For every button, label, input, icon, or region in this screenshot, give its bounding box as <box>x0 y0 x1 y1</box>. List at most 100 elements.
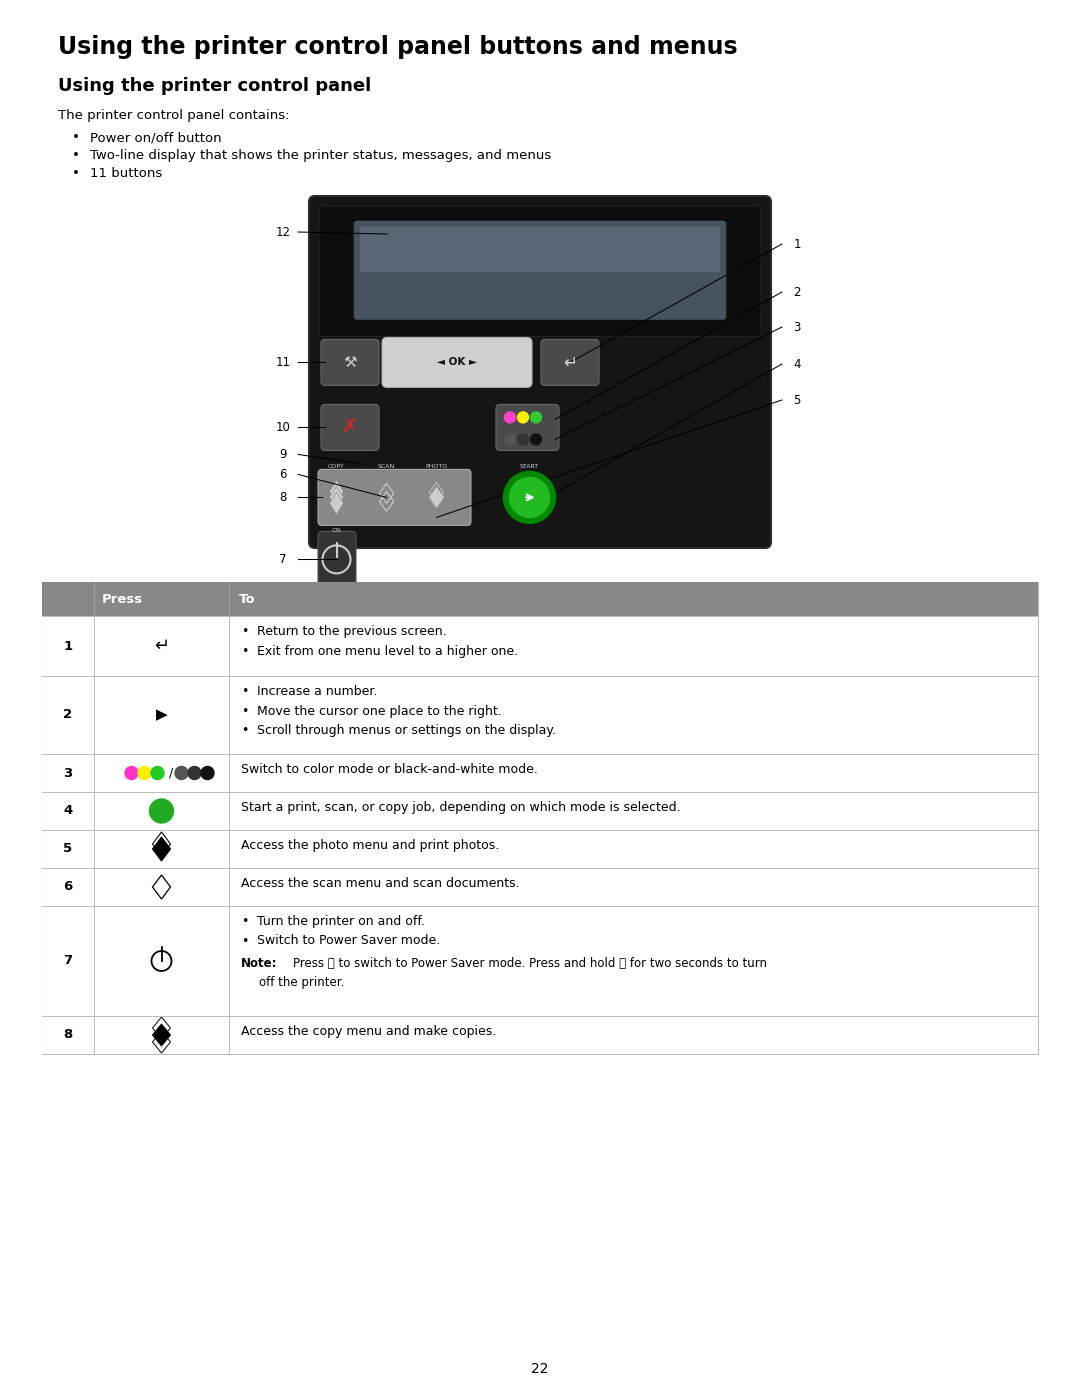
Text: 10: 10 <box>275 420 291 434</box>
FancyBboxPatch shape <box>354 221 726 320</box>
FancyBboxPatch shape <box>42 754 1038 792</box>
Text: Exit from one menu level to a higher one.: Exit from one menu level to a higher one… <box>257 644 518 658</box>
Circle shape <box>175 767 188 780</box>
Text: 7: 7 <box>280 553 287 566</box>
Text: SCAN: SCAN <box>378 464 395 469</box>
Text: ON: ON <box>332 528 341 534</box>
Text: •: • <box>241 724 248 738</box>
Text: Turn the printer on and off.: Turn the printer on and off. <box>257 915 426 928</box>
Text: 9: 9 <box>280 448 287 461</box>
Text: Press: Press <box>102 592 144 605</box>
Text: Access the scan menu and scan documents.: Access the scan menu and scan documents. <box>241 877 519 890</box>
FancyBboxPatch shape <box>321 404 379 450</box>
Text: •: • <box>241 935 248 947</box>
Text: 5: 5 <box>794 394 800 407</box>
Text: 7: 7 <box>64 954 72 968</box>
Text: •: • <box>241 624 248 638</box>
Text: Start a print, scan, or copy job, depending on which mode is selected.: Start a print, scan, or copy job, depend… <box>241 800 680 814</box>
Text: 8: 8 <box>280 490 286 504</box>
FancyBboxPatch shape <box>496 404 559 450</box>
Text: Move the cursor one place to the right.: Move the cursor one place to the right. <box>257 704 502 718</box>
Text: 12: 12 <box>275 225 291 239</box>
FancyBboxPatch shape <box>42 868 1038 907</box>
FancyBboxPatch shape <box>42 1016 1038 1053</box>
Text: /: / <box>170 767 174 780</box>
FancyBboxPatch shape <box>318 469 471 525</box>
Text: Switch to Power Saver mode.: Switch to Power Saver mode. <box>257 935 441 947</box>
Text: 2: 2 <box>793 285 800 299</box>
Circle shape <box>201 767 214 780</box>
Text: 11: 11 <box>275 356 291 369</box>
Text: 4: 4 <box>793 358 800 370</box>
Text: ↵: ↵ <box>563 353 577 372</box>
Polygon shape <box>152 837 171 861</box>
Text: 4: 4 <box>64 805 72 817</box>
Text: ⚒: ⚒ <box>343 355 356 370</box>
Text: Power on/off button: Power on/off button <box>90 131 221 144</box>
Text: 1: 1 <box>64 640 72 652</box>
FancyBboxPatch shape <box>42 830 1038 868</box>
Circle shape <box>504 412 515 423</box>
Polygon shape <box>329 486 343 509</box>
FancyBboxPatch shape <box>42 616 1038 676</box>
FancyBboxPatch shape <box>318 531 356 587</box>
Text: COPY: COPY <box>328 464 345 469</box>
Polygon shape <box>329 492 343 514</box>
FancyBboxPatch shape <box>42 676 1038 754</box>
Polygon shape <box>152 1024 171 1046</box>
Polygon shape <box>329 481 343 503</box>
Text: Scroll through menus or settings on the display.: Scroll through menus or settings on the … <box>257 724 556 738</box>
Text: Using the printer control panel: Using the printer control panel <box>58 77 372 95</box>
Text: ▶: ▶ <box>156 707 167 722</box>
Circle shape <box>125 767 138 780</box>
FancyBboxPatch shape <box>42 583 1038 616</box>
Polygon shape <box>430 488 444 507</box>
Text: 11 buttons: 11 buttons <box>90 168 162 180</box>
FancyBboxPatch shape <box>360 226 720 272</box>
Text: 8: 8 <box>64 1028 72 1042</box>
Text: To: To <box>239 592 256 605</box>
Circle shape <box>151 767 164 780</box>
Text: 3: 3 <box>64 767 72 780</box>
Text: •: • <box>241 915 248 928</box>
Text: Return to the previous screen.: Return to the previous screen. <box>257 624 447 638</box>
Circle shape <box>530 412 541 423</box>
Circle shape <box>503 471 555 524</box>
Text: 22: 22 <box>531 1362 549 1376</box>
Text: •: • <box>72 168 80 180</box>
Text: Using the printer control panel buttons and menus: Using the printer control panel buttons … <box>58 35 738 59</box>
Text: 3: 3 <box>794 320 800 334</box>
Text: •: • <box>241 644 248 658</box>
Text: ◄ OK ►: ◄ OK ► <box>437 358 477 367</box>
FancyBboxPatch shape <box>42 907 1038 1016</box>
Text: 6: 6 <box>280 468 287 481</box>
Text: PHOTO: PHOTO <box>426 464 447 469</box>
Text: Note:: Note: <box>241 957 278 970</box>
Text: 1: 1 <box>793 237 800 250</box>
Circle shape <box>517 434 528 444</box>
Text: Access the photo menu and print photos.: Access the photo menu and print photos. <box>241 840 499 852</box>
Text: The printer control panel contains:: The printer control panel contains: <box>58 109 289 122</box>
Text: off the printer.: off the printer. <box>259 977 345 989</box>
Circle shape <box>517 412 528 423</box>
Text: •: • <box>241 704 248 718</box>
Text: 2: 2 <box>64 708 72 721</box>
Circle shape <box>530 434 541 444</box>
Text: Press ⏻ to switch to Power Saver mode. Press and hold ⏻ for two seconds to turn: Press ⏻ to switch to Power Saver mode. P… <box>293 957 767 970</box>
Text: ✗: ✗ <box>341 418 359 437</box>
Text: •: • <box>241 685 248 698</box>
FancyBboxPatch shape <box>309 196 771 548</box>
Text: 5: 5 <box>64 842 72 855</box>
FancyBboxPatch shape <box>42 792 1038 830</box>
Circle shape <box>510 478 550 517</box>
FancyBboxPatch shape <box>321 339 379 386</box>
Text: Access the copy menu and make copies.: Access the copy menu and make copies. <box>241 1025 496 1038</box>
FancyBboxPatch shape <box>319 205 761 337</box>
Circle shape <box>504 434 515 444</box>
Circle shape <box>149 799 174 823</box>
Text: 6: 6 <box>64 880 72 894</box>
Circle shape <box>188 767 201 780</box>
Circle shape <box>138 767 151 780</box>
Text: START: START <box>519 464 539 469</box>
Text: •: • <box>72 131 80 144</box>
